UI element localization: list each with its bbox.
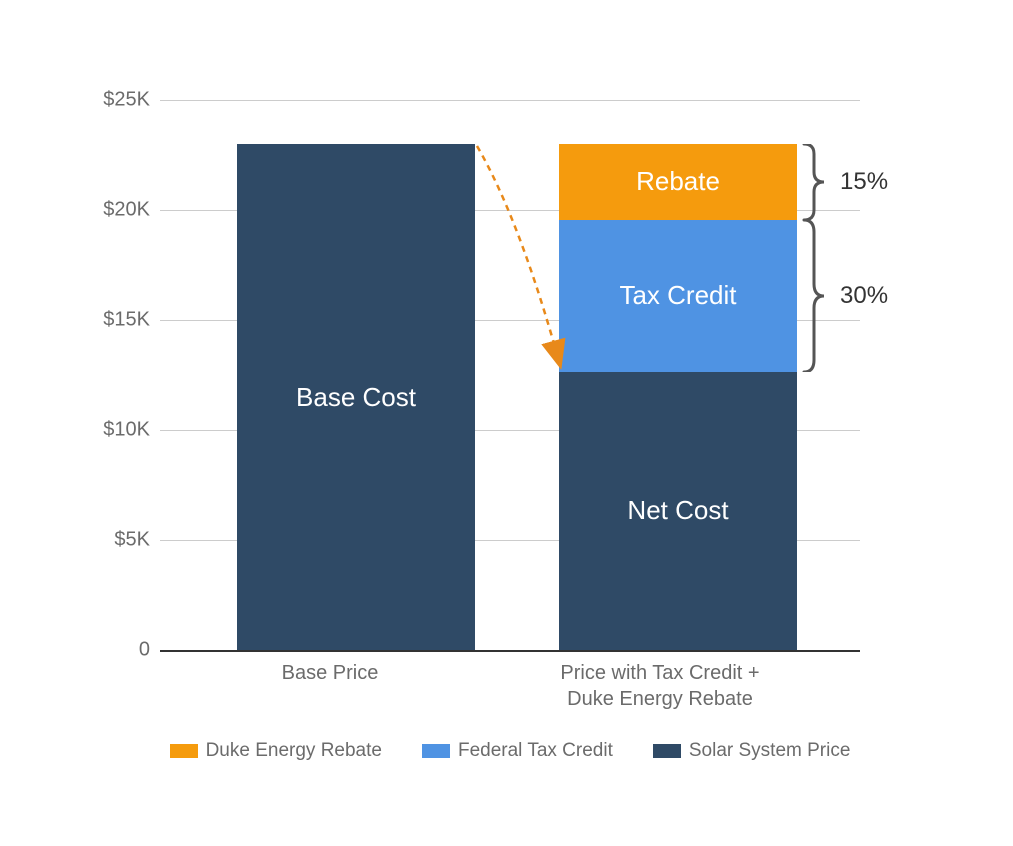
segment-label: Net Cost — [627, 495, 728, 526]
legend: Duke Energy Rebate Federal Tax Credit So… — [160, 740, 860, 762]
legend-item-solar-price: Solar System Price — [653, 740, 851, 762]
bracket-tax-credit — [802, 220, 832, 372]
y-tick-5: $5K — [80, 529, 150, 552]
plot-area: Base Cost Net Cost Tax Credit Rebate — [160, 100, 860, 650]
legend-label: Federal Tax Credit — [458, 740, 613, 762]
segment-base-cost: Base Cost — [237, 144, 475, 650]
legend-label: Duke Energy Rebate — [206, 740, 382, 762]
bar-net-price: Net Cost Tax Credit Rebate — [559, 144, 797, 650]
gridline — [160, 100, 860, 101]
y-tick-0: 0 — [80, 639, 150, 662]
y-tick-25: $25K — [80, 89, 150, 112]
x-axis — [160, 650, 860, 652]
bracket-label-rebate: 15% — [840, 168, 888, 196]
legend-item-tax-credit: Federal Tax Credit — [422, 740, 613, 762]
segment-tax-credit: Tax Credit — [559, 220, 797, 372]
legend-swatch — [422, 744, 450, 758]
bracket-label-tax-credit: 30% — [840, 282, 888, 310]
legend-swatch — [653, 744, 681, 758]
y-tick-15: $15K — [80, 309, 150, 332]
legend-label: Solar System Price — [689, 740, 851, 762]
x-label-net-price: Price with Tax Credit + Duke Energy Reba… — [520, 660, 800, 712]
segment-label: Rebate — [636, 166, 720, 197]
segment-net-cost: Net Cost — [559, 372, 797, 650]
x-label-base-price: Base Price — [210, 660, 450, 686]
segment-label: Base Cost — [296, 382, 416, 413]
y-tick-10: $10K — [80, 419, 150, 442]
legend-item-rebate: Duke Energy Rebate — [170, 740, 382, 762]
chart-container: 0 $5K $10K $15K $20K $25K Base Cost Net … — [80, 100, 950, 800]
legend-swatch — [170, 744, 198, 758]
y-tick-20: $20K — [80, 199, 150, 222]
bar-base-price: Base Cost — [237, 144, 475, 650]
segment-label: Tax Credit — [619, 280, 736, 311]
bracket-rebate — [802, 144, 832, 220]
segment-rebate: Rebate — [559, 144, 797, 220]
